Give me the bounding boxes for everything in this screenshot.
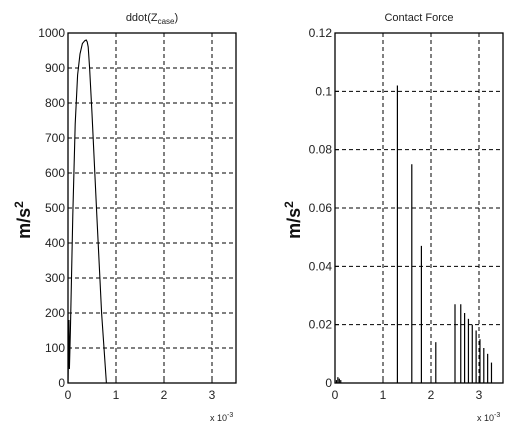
chart-1-y-tick-label: 300 [45,271,65,285]
chart-2-x-tick-label: 1 [380,388,387,402]
chart-1-x-multiplier: x 10-3 [210,412,233,423]
chart-1-y-tick-label: 600 [45,166,65,180]
chart-1-series-line [67,39,107,384]
chart-1-x-tick-label: 3 [209,388,216,402]
chart-2-y-tick-label: 0.1 [315,84,332,98]
chart-2-y-tick-label: 0.04 [309,259,333,273]
chart-2-y-tick-label: 0.02 [309,318,333,332]
chart-1-y-tick-label: 800 [45,96,65,110]
chart-1-y-tick-label: 1000 [38,26,65,40]
chart-2-y-tick-label: 0.06 [309,201,333,215]
chart-1-y-tick-label: 500 [45,201,65,215]
chart-1-y-tick-label: 0 [58,376,65,390]
chart-1-x-tick-label: 1 [113,388,120,402]
chart-2-y-tick-label: 0.12 [309,26,333,40]
chart-1-y-axis-label: m/s2 [12,201,34,239]
chart-2-x-tick-label: 2 [428,388,435,402]
chart-1-y-tick-label: 400 [45,236,65,250]
chart-2-title: Contact Force [384,12,453,24]
chart-2-y-axis-label: m/s2 [282,201,304,239]
chart-1-y-tick-label: 200 [45,306,65,320]
chart-2-y-tick-label: 0 [325,376,332,390]
chart-1-y-tick-label: 700 [45,131,65,145]
chart-2-y-tick-label: 0.08 [309,143,333,157]
chart-1-y-tick-label: 100 [45,341,65,355]
chart-1-x-tick-label: 0 [65,388,72,402]
chart-2-x-tick-label: 3 [476,388,483,402]
chart-2-x-multiplier: x 10-3 [477,412,500,423]
chart-2-x-tick-label: 0 [332,388,339,402]
chart-1-x-tick-label: 2 [161,388,168,402]
chart-1-y-tick-label: 900 [45,61,65,75]
chart-1-title: ddot(Zcase) [126,12,178,26]
